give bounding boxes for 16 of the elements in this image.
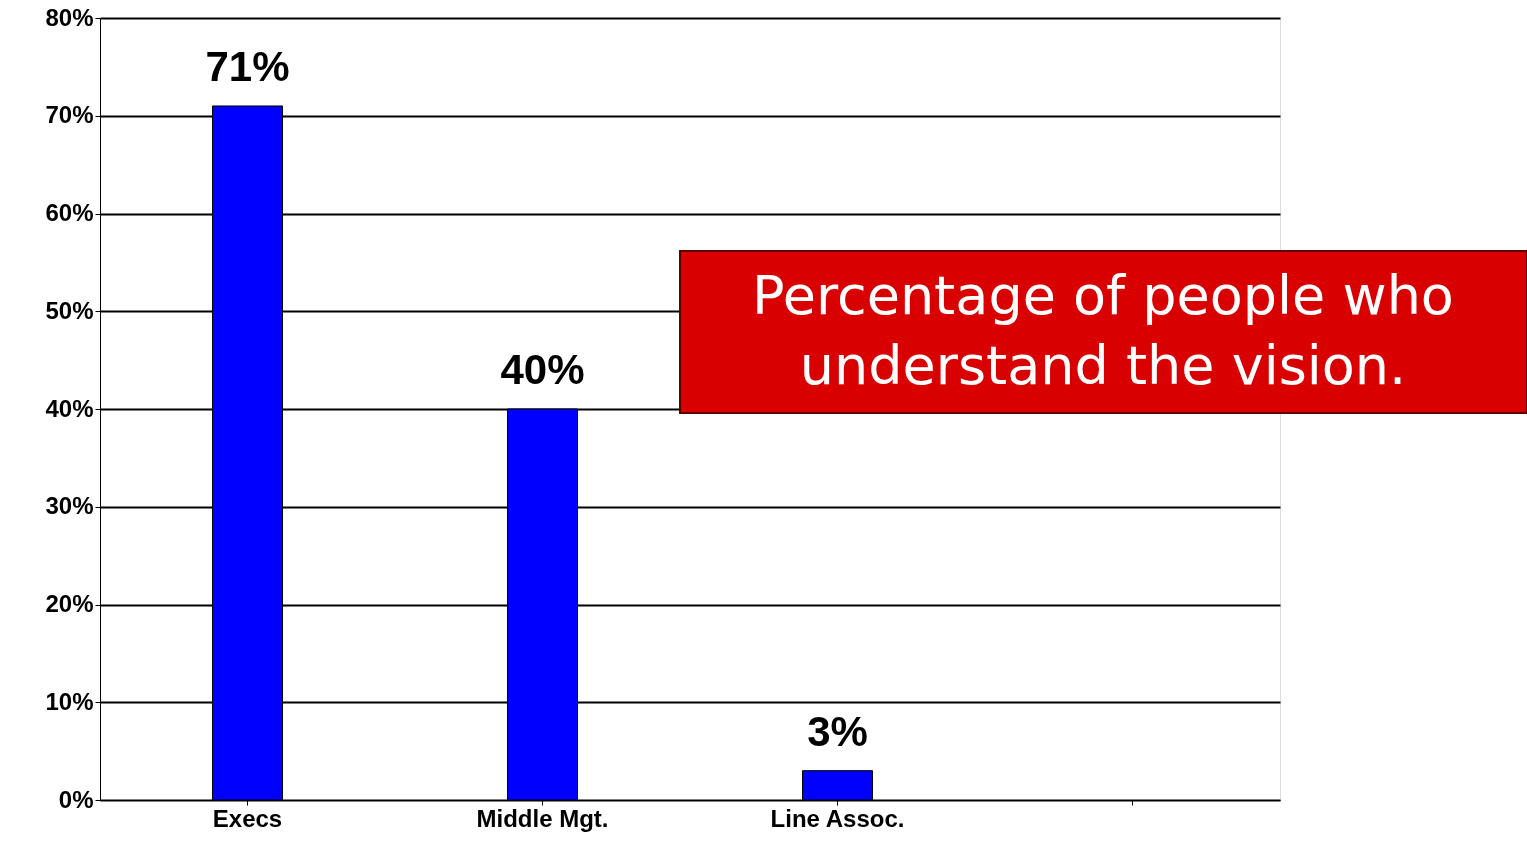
y-tick-label: 60% xyxy=(45,199,94,226)
x-tick-label: Line Assoc. xyxy=(770,804,905,832)
y-tick-label: 0% xyxy=(58,785,94,813)
data-label: 71% xyxy=(205,42,290,90)
x-tick-label: Execs xyxy=(212,804,283,832)
y-tick-label: 70% xyxy=(45,101,94,129)
data-label: 3% xyxy=(807,707,868,755)
y-tick-label: 50% xyxy=(45,296,94,324)
x-tick-label: Middle Mgt. xyxy=(476,804,609,832)
y-tick-label: 20% xyxy=(45,590,94,617)
text: Percentage of people who understand the vision. xyxy=(752,264,1454,397)
y-tick-label: 30% xyxy=(45,492,94,520)
data-label: 40% xyxy=(500,346,585,393)
y-tick-label: 10% xyxy=(45,687,94,715)
y-tick-label: 40% xyxy=(45,394,94,422)
y-tick-label: 80% xyxy=(45,3,94,31)
